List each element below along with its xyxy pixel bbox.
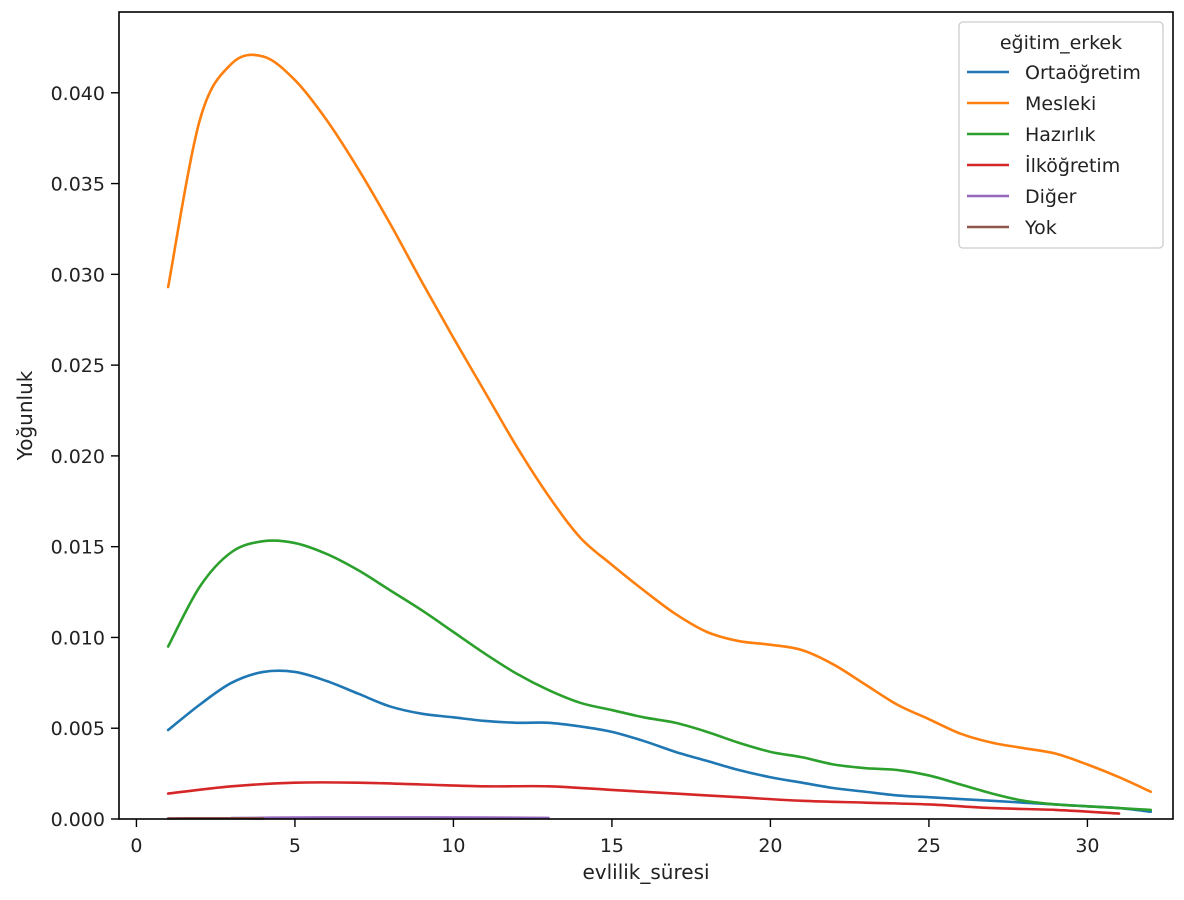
y-axis-title: Yoğunluk xyxy=(13,370,37,461)
x-tick-label: 30 xyxy=(1075,835,1099,857)
y-tick-label: 0.030 xyxy=(51,264,105,286)
y-tick-label: 0.040 xyxy=(51,83,105,105)
x-tick-label: 0 xyxy=(130,835,142,857)
legend: eğitim_erkek Ortaöğretim Mesleki Hazırlık İ… xyxy=(959,22,1163,248)
series-line-5 xyxy=(232,817,549,818)
legend-title: eğitim_erkek xyxy=(1000,32,1122,54)
legend-entry-label: İlköğretim xyxy=(1025,154,1120,177)
x-tick-label: 5 xyxy=(289,835,301,857)
x-tick-label: 20 xyxy=(758,835,782,857)
legend-entry-label: Mesleki xyxy=(1025,93,1096,115)
x-tick-label: 25 xyxy=(917,835,941,857)
y-tick-label: 0.005 xyxy=(51,718,105,740)
legend-entry-label: Diğer xyxy=(1025,186,1077,208)
y-tick-label: 0.020 xyxy=(51,446,105,468)
y-tick-label: 0.010 xyxy=(51,627,105,649)
x-tick-label: 10 xyxy=(441,835,465,857)
legend-entry-label: Ortaöğretim xyxy=(1025,62,1141,84)
y-tick-label: 0.015 xyxy=(51,537,105,559)
y-tick-label: 0.025 xyxy=(51,355,105,377)
x-tick-label: 15 xyxy=(600,835,624,857)
legend-entry-label: Hazırlık xyxy=(1025,124,1096,146)
y-tick-label: 0.000 xyxy=(51,809,105,831)
x-axis-title: evlilik_süresi xyxy=(582,860,709,884)
y-tick-label: 0.035 xyxy=(51,174,105,196)
legend-entry-label: Yok xyxy=(1024,217,1057,239)
